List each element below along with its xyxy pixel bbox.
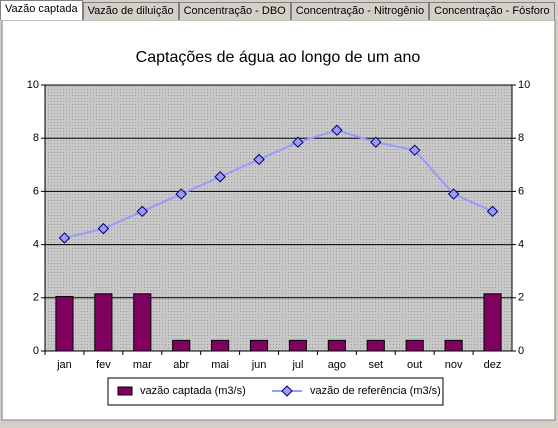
x-tick-label: mar: [133, 359, 152, 371]
x-tick-label: mai: [211, 359, 229, 371]
tab[interactable]: Concentração - Nitrogênio: [290, 2, 430, 20]
y2-tick-label: 8: [518, 132, 524, 144]
y-tick-label: 10: [27, 79, 39, 91]
y2-tick-label: 10: [518, 79, 530, 91]
x-tick-label: set: [368, 359, 383, 371]
chart-title: Captações de água ao longo de um ano: [136, 49, 421, 66]
marker: [97, 222, 110, 235]
x-tick-label: nov: [445, 359, 463, 371]
x-tick-label: jun: [251, 359, 267, 371]
y2-tick-label: 2: [518, 292, 524, 304]
marker: [175, 188, 187, 200]
y-tick-label: 2: [33, 292, 39, 304]
marker: [447, 188, 460, 200]
y-tick-label: 4: [33, 239, 39, 251]
legend-swatch: [117, 386, 133, 396]
marker: [136, 205, 148, 218]
legend-swatch: [281, 385, 293, 397]
bar: [133, 293, 152, 352]
marker: [58, 232, 71, 244]
y-tick-label: 8: [33, 132, 39, 144]
tab[interactable]: Concentração - Fósforo: [429, 2, 555, 20]
marker: [253, 153, 265, 166]
y2-tick-label: 0: [518, 345, 524, 357]
y2-tick-label: 6: [518, 185, 524, 197]
marker: [370, 136, 382, 148]
legend-label: vazão captada (m3/s): [140, 385, 246, 397]
bar: [366, 339, 385, 352]
chart: Captações de água ao longo de um ano 0 2 4…: [1, 20, 556, 421]
bar: [211, 339, 230, 352]
tab[interactable]: Vazão de diluição: [82, 2, 179, 20]
bar: [172, 339, 191, 352]
tab[interactable]: Vazão captada: [0, 0, 83, 20]
bar: [327, 339, 346, 352]
bar: [288, 339, 308, 352]
tab[interactable]: Concentração - DBO: [178, 2, 291, 20]
x-tick-label: jan: [56, 359, 72, 371]
marker: [331, 124, 343, 136]
x-tick-label: fev: [96, 359, 111, 371]
y-tick-label: 6: [33, 185, 39, 197]
bar: [483, 293, 502, 352]
x-tick-label: out: [407, 359, 422, 371]
marker: [409, 144, 421, 156]
plot-area: [44, 84, 513, 352]
line: [64, 129, 493, 239]
bar: [444, 339, 463, 352]
x-tick-label: jul: [291, 359, 303, 371]
legend-label: vazão de referência (m3/s): [310, 385, 441, 397]
y-tick-label: 0: [33, 345, 39, 357]
x-tick-label: abr: [173, 359, 189, 371]
marker: [214, 171, 226, 183]
y2-tick-label: 4: [518, 239, 524, 251]
x-tick-label: dez: [484, 359, 502, 371]
bar: [405, 339, 424, 352]
bar: [249, 339, 269, 352]
marker: [292, 136, 304, 148]
bar: [55, 295, 74, 352]
x-tick-label: ago: [328, 359, 346, 371]
tab-bar: Vazão captada Vazão de diluição Concentr…: [0, 0, 558, 20]
marker: [486, 205, 499, 218]
bar: [94, 293, 113, 352]
